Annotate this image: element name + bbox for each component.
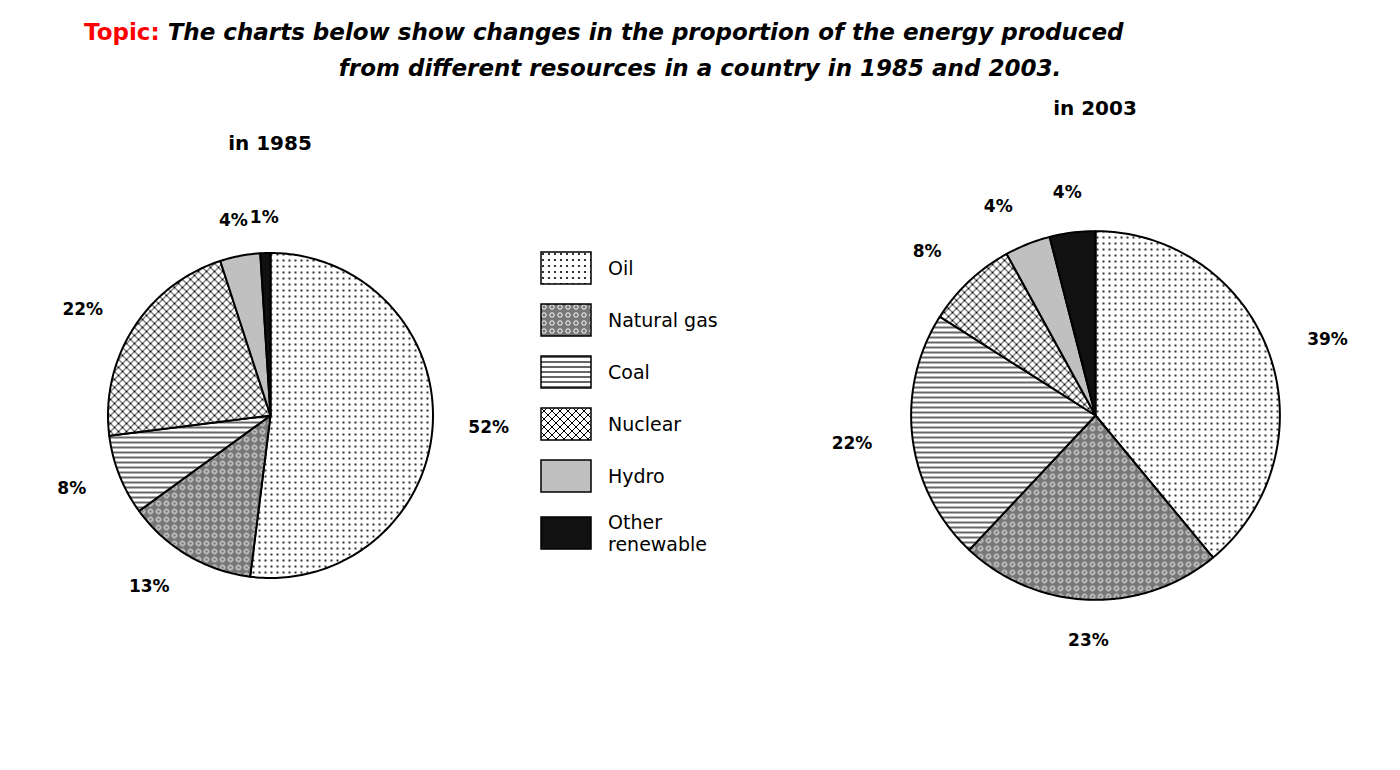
svg-text:8%: 8% (57, 478, 86, 498)
html-text:in 2003: in 2003 (1053, 96, 1137, 120)
svg-text:4%: 4% (219, 210, 248, 230)
html-text:from different resources in a: from different resources in a country in… (338, 55, 1062, 81)
html-text:Nuclear: Nuclear (608, 413, 682, 435)
html-text:in 1985: in 1985 (228, 131, 312, 155)
svg-text:39%: 39% (1307, 329, 1348, 349)
html-text:Oil: Oil (608, 257, 634, 279)
html-text:Hydro: Hydro (608, 465, 665, 487)
svg-text:23%: 23% (1068, 630, 1109, 650)
svg-text:1%: 1% (250, 207, 279, 227)
svg-text:13%: 13% (129, 576, 170, 596)
html-text:Coal: Coal (608, 361, 650, 383)
svg-text:4%: 4% (1053, 182, 1082, 202)
html-text:Other renewable: Other renewable (608, 511, 707, 555)
svg-text:52%: 52% (468, 417, 509, 437)
svg-text:8%: 8% (913, 241, 942, 261)
html-text:Natural gas: Natural gas (608, 309, 718, 331)
html-text:Topic: The charts below show c: Topic: The charts below show changes in … (84, 19, 1124, 45)
svg-text:22%: 22% (832, 433, 873, 453)
svg-text:22%: 22% (62, 299, 103, 319)
svg-text:4%: 4% (984, 196, 1013, 216)
